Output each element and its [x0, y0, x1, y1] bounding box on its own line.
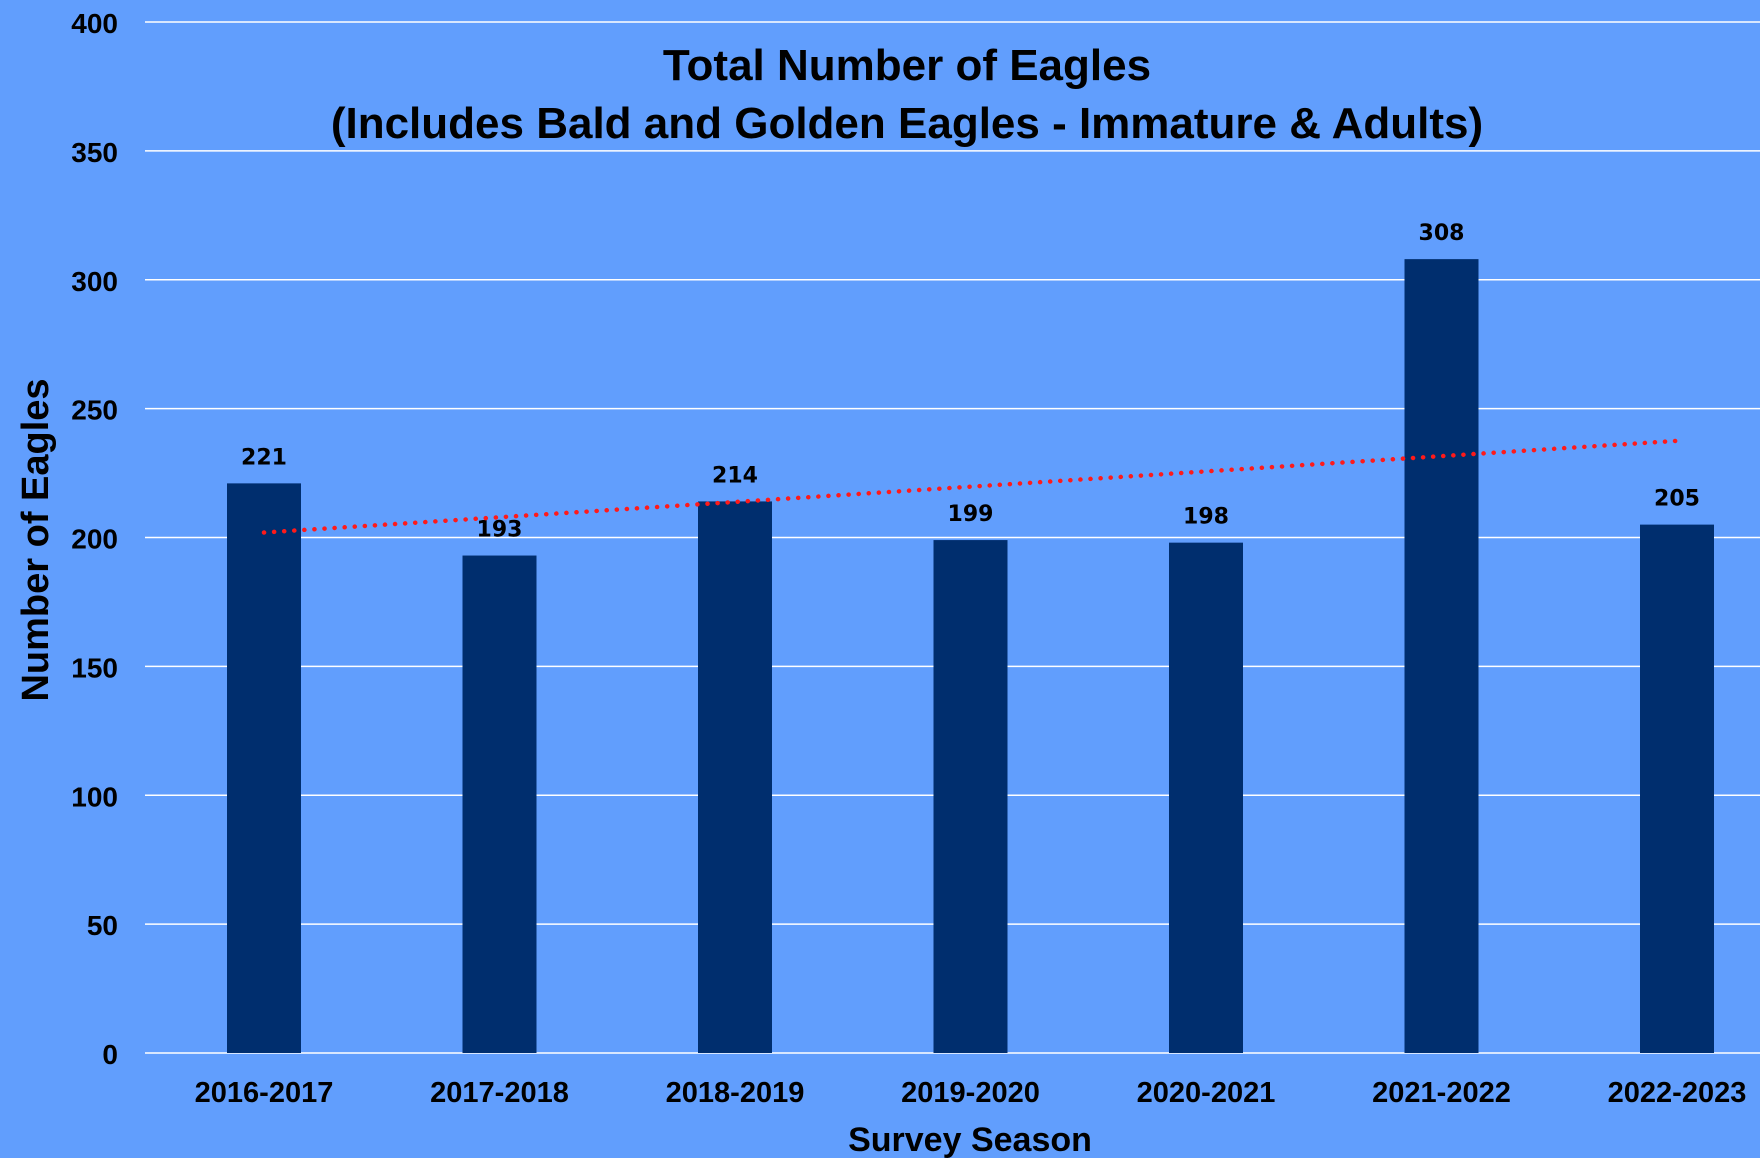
x-tick-label: 2016-2017 [195, 1077, 334, 1109]
data-label: 205 [1654, 487, 1700, 512]
bar-2022-2023 [1640, 524, 1714, 1053]
x-tick-label: 2021-2022 [1372, 1077, 1511, 1109]
trendline-path [261, 438, 1680, 535]
bar-2018-2019 [698, 501, 772, 1053]
bar-2017-2018 [462, 555, 537, 1053]
bar-2019-2020 [933, 540, 1008, 1053]
x-axis-label: Survey Season [848, 1121, 1092, 1158]
x-tick-label: 2022-2023 [1608, 1077, 1747, 1109]
trendline [261, 438, 1680, 535]
x-tick-label: 2018-2019 [666, 1077, 805, 1109]
data-label: 199 [948, 502, 994, 527]
x-tick-label: 2019-2020 [901, 1077, 1040, 1109]
y-tick-label: 150 [71, 652, 118, 683]
y-tick-label: 0 [102, 1039, 118, 1070]
y-tick-label: 350 [71, 137, 118, 168]
chart-title-line-2: (Includes Bald and Golden Eagles - Immat… [331, 99, 1483, 148]
data-label: 221 [241, 445, 287, 470]
data-label: 198 [1183, 505, 1229, 530]
y-tick-label: 300 [71, 266, 118, 297]
bar-2020-2021 [1169, 542, 1243, 1053]
x-tick-label: 2020-2021 [1137, 1077, 1276, 1109]
bar-2021-2022 [1404, 259, 1479, 1053]
gridlines [145, 21, 1760, 1054]
data-label: 308 [1419, 221, 1465, 246]
y-tick-labels: 0 50 100 150 200 250 300 350 400 [71, 8, 118, 1070]
data-label: 193 [477, 518, 523, 543]
bars [227, 259, 1714, 1053]
chart-title-line-1: Total Number of Eagles [663, 41, 1151, 90]
data-label: 214 [712, 463, 758, 488]
bar-2016-2017 [227, 483, 301, 1053]
data-labels: 221 193 214 199 198 308 205 [241, 221, 1700, 542]
y-tick-label: 400 [71, 8, 118, 39]
y-tick-label: 200 [71, 524, 118, 555]
y-tick-label: 50 [87, 910, 118, 941]
y-axis-label: Number of Eagles [15, 378, 57, 701]
y-tick-label: 100 [71, 781, 118, 812]
x-tick-labels: 2016-2017 2017-2018 2018-2019 2019-2020 2020… [195, 1077, 1747, 1109]
y-tick-label: 250 [71, 395, 118, 426]
x-tick-label: 2017-2018 [430, 1077, 569, 1109]
